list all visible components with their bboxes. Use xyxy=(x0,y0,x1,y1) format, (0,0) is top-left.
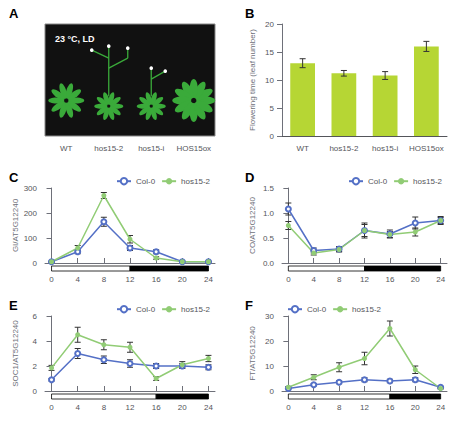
svg-text:20: 20 xyxy=(411,275,420,284)
svg-text:hos15-2: hos15-2 xyxy=(181,177,210,186)
svg-text:D: D xyxy=(245,170,254,185)
svg-text:0: 0 xyxy=(270,387,275,396)
svg-text:A: A xyxy=(9,6,19,21)
svg-text:300: 300 xyxy=(24,184,38,193)
svg-text:12: 12 xyxy=(360,275,369,284)
svg-text:hos15-i: hos15-i xyxy=(372,144,398,153)
svg-text:hos15-2: hos15-2 xyxy=(329,144,358,153)
svg-text:HOS15ox: HOS15ox xyxy=(176,144,211,153)
svg-text:0: 0 xyxy=(286,403,291,412)
svg-text:1.5: 1.5 xyxy=(263,184,275,193)
svg-text:hos15-2: hos15-2 xyxy=(413,177,442,186)
svg-text:6: 6 xyxy=(33,312,38,321)
svg-text:20: 20 xyxy=(265,337,274,346)
svg-text:200: 200 xyxy=(24,209,38,218)
svg-text:16: 16 xyxy=(152,403,161,412)
svg-text:CO/AT5G12240: CO/AT5G12240 xyxy=(248,197,257,254)
svg-text:8: 8 xyxy=(102,403,107,412)
svg-text:0.5: 0.5 xyxy=(263,234,275,243)
svg-text:Col-0: Col-0 xyxy=(307,305,327,314)
svg-text:16: 16 xyxy=(152,275,161,284)
svg-text:4: 4 xyxy=(33,337,38,346)
svg-text:30: 30 xyxy=(265,312,274,321)
svg-text:4: 4 xyxy=(312,403,317,412)
svg-text:12: 12 xyxy=(126,403,135,412)
svg-text:hos15-2: hos15-2 xyxy=(352,305,381,314)
svg-text:WT: WT xyxy=(296,144,309,153)
svg-text:16: 16 xyxy=(385,403,394,412)
svg-text:0: 0 xyxy=(33,387,38,396)
svg-text:100: 100 xyxy=(24,234,38,243)
svg-text:20: 20 xyxy=(411,403,420,412)
svg-text:20: 20 xyxy=(178,403,187,412)
svg-text:4: 4 xyxy=(312,275,317,284)
svg-text:0: 0 xyxy=(49,275,54,284)
svg-text:10: 10 xyxy=(265,76,274,85)
svg-text:15: 15 xyxy=(265,48,274,57)
svg-text:8: 8 xyxy=(102,275,107,284)
svg-text:12: 12 xyxy=(360,403,369,412)
svg-text:E: E xyxy=(9,298,18,313)
svg-text:0.0: 0.0 xyxy=(263,259,275,268)
svg-text:24: 24 xyxy=(436,275,445,284)
svg-text:0: 0 xyxy=(270,132,275,141)
svg-text:1.0: 1.0 xyxy=(263,209,275,218)
svg-text:24: 24 xyxy=(436,403,445,412)
svg-text:Col-0: Col-0 xyxy=(136,177,156,186)
svg-text:Col-0: Col-0 xyxy=(136,305,156,314)
svg-text:0: 0 xyxy=(33,259,38,268)
svg-text:FT/AT5G12240: FT/AT5G12240 xyxy=(248,326,257,381)
svg-text:GI/AT5G12240: GI/AT5G12240 xyxy=(11,198,20,252)
svg-text:0: 0 xyxy=(286,275,291,284)
svg-text:20: 20 xyxy=(178,275,187,284)
svg-text:16: 16 xyxy=(385,275,394,284)
svg-text:Flowering time (leaf number): Flowering time (leaf number) xyxy=(248,29,257,131)
svg-text:B: B xyxy=(245,6,254,21)
svg-text:24: 24 xyxy=(204,275,213,284)
svg-text:5: 5 xyxy=(270,104,275,113)
svg-text:4: 4 xyxy=(75,403,80,412)
svg-text:0: 0 xyxy=(49,403,54,412)
svg-text:F: F xyxy=(245,298,253,313)
svg-text:SOC1/AT5G12240: SOC1/AT5G12240 xyxy=(11,320,20,387)
svg-text:8: 8 xyxy=(337,403,342,412)
svg-text:10: 10 xyxy=(265,362,274,371)
svg-text:hos15-2: hos15-2 xyxy=(94,144,123,153)
svg-text:2: 2 xyxy=(33,362,38,371)
svg-text:hos15-2: hos15-2 xyxy=(181,305,210,314)
svg-text:C: C xyxy=(9,170,19,185)
svg-text:HOS15ox: HOS15ox xyxy=(409,144,444,153)
svg-text:12: 12 xyxy=(126,275,135,284)
svg-text:WT: WT xyxy=(60,144,73,153)
svg-text:23 °C, LD: 23 °C, LD xyxy=(55,34,95,44)
svg-text:24: 24 xyxy=(204,403,213,412)
svg-text:20: 20 xyxy=(265,20,274,29)
svg-text:4: 4 xyxy=(75,275,80,284)
svg-text:Col-0: Col-0 xyxy=(368,177,388,186)
svg-text:hos15-i: hos15-i xyxy=(138,144,164,153)
svg-text:8: 8 xyxy=(337,275,342,284)
